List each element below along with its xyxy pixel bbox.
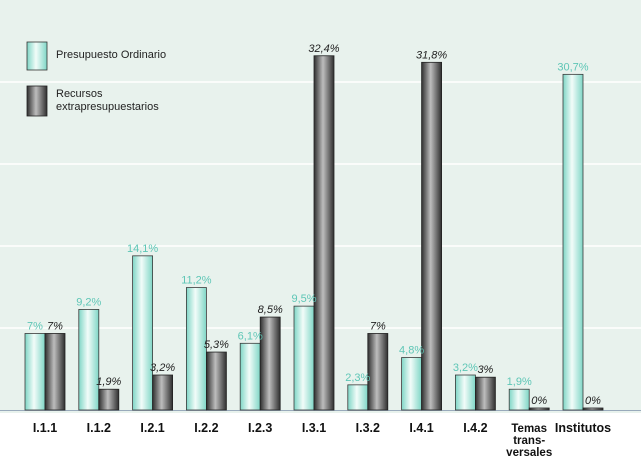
bar-recursos-extrapresupuestarios-11 bbox=[582, 407, 604, 411]
category-label-line: Temas bbox=[511, 423, 547, 435]
legend-label-extrapresupuestarios: extrapresupuestarios bbox=[56, 101, 159, 113]
bar-recursos-extrapresupuestarios-1 bbox=[44, 333, 66, 411]
value-label-presupuesto-ordinario-5: 6,1% bbox=[238, 330, 263, 342]
category-label-6: I.3.1 bbox=[302, 421, 326, 435]
category-label-2: I.1.2 bbox=[87, 421, 111, 435]
value-label-presupuesto-ordinario-8: 4,8% bbox=[399, 345, 424, 357]
value-label-recursos-extrapresupuestarios-4: 5,3% bbox=[204, 339, 229, 351]
value-label-recursos-extrapresupuestarios-11: 0% bbox=[585, 395, 601, 407]
value-label-presupuesto-ordinario-4: 11,2% bbox=[181, 275, 212, 287]
category-label-1: I.1.1 bbox=[33, 421, 57, 435]
category-label-line: Institutos bbox=[555, 421, 611, 435]
value-label-presupuesto-ordinario-9: 3,2% bbox=[453, 362, 478, 374]
legend-label-presupuesto-ordinario: Presupuesto Ordinario bbox=[56, 49, 167, 61]
category-label-line: I.1.1 bbox=[33, 421, 57, 435]
category-label-line: I.4.2 bbox=[463, 421, 487, 435]
value-labels-group: 7% 7% 9,2% 1,9% 14,1% 3,2% 11,2% 5,3% 6,1% 8,5% 9,… bbox=[27, 43, 601, 407]
bar-presupuesto-ordinario-1 bbox=[24, 333, 46, 411]
legend-label-recursos: Recursos bbox=[56, 88, 103, 100]
category-label-line: I.3.2 bbox=[356, 421, 380, 435]
category-label-line: I.1.2 bbox=[87, 421, 111, 435]
value-label-recursos-extrapresupuestarios-5: 8,5% bbox=[258, 304, 283, 316]
category-label-9: I.4.2 bbox=[463, 421, 487, 435]
category-label-10: Temas trans-versales bbox=[506, 423, 552, 459]
bar-recursos-extrapresupuestarios-2 bbox=[98, 388, 120, 411]
bar-presupuesto-ordinario-3 bbox=[132, 255, 154, 411]
value-label-presupuesto-ordinario-10: 1,9% bbox=[507, 376, 532, 388]
bar-presupuesto-ordinario-5 bbox=[239, 342, 261, 411]
bar-recursos-extrapresupuestarios-7 bbox=[367, 333, 389, 411]
bar-presupuesto-ordinario-7 bbox=[347, 384, 369, 411]
category-label-8: I.4.1 bbox=[409, 421, 433, 435]
category-label-7: I.3.2 bbox=[356, 421, 380, 435]
value-label-recursos-extrapresupuestarios-7: 7% bbox=[370, 320, 386, 332]
bar-recursos-extrapresupuestarios-3 bbox=[152, 374, 174, 411]
bar-presupuesto-ordinario-6 bbox=[293, 305, 315, 411]
value-label-recursos-extrapresupuestarios-10: 0% bbox=[531, 395, 547, 407]
value-label-presupuesto-ordinario-1: 7% bbox=[27, 320, 43, 332]
category-labels-group: I.1.1 I.1.2 I.2.1 I.2.2 I.2.3 I.3.1 I.3.2 I.4.1… bbox=[33, 421, 611, 459]
value-label-recursos-extrapresupuestarios-6: 32,4% bbox=[308, 43, 339, 55]
legend-swatch-presupuesto-ordinario bbox=[26, 41, 48, 71]
bar-recursos-extrapresupuestarios-8 bbox=[421, 61, 443, 411]
value-label-recursos-extrapresupuestarios-3: 3,2% bbox=[150, 362, 175, 374]
category-label-line: I.2.2 bbox=[194, 421, 218, 435]
bar-recursos-extrapresupuestarios-4 bbox=[205, 351, 227, 411]
category-label-line: I.2.1 bbox=[140, 421, 164, 435]
value-label-presupuesto-ordinario-2: 9,2% bbox=[76, 296, 101, 308]
bar-presupuesto-ordinario-9 bbox=[454, 374, 476, 411]
category-label-line: I.4.1 bbox=[409, 421, 433, 435]
value-label-recursos-extrapresupuestarios-9: 3% bbox=[477, 364, 493, 376]
bar-presupuesto-ordinario-2 bbox=[78, 309, 100, 411]
bar-recursos-extrapresupuestarios-5 bbox=[259, 316, 281, 411]
category-label-line: I.2.3 bbox=[248, 421, 272, 435]
category-label-4: I.2.2 bbox=[194, 421, 218, 435]
category-label-line: versales bbox=[506, 447, 552, 459]
category-label-3: I.2.1 bbox=[140, 421, 164, 435]
value-label-presupuesto-ordinario-3: 14,1% bbox=[127, 243, 158, 255]
bar-recursos-extrapresupuestarios-9 bbox=[474, 376, 496, 411]
bar-presupuesto-ordinario-4 bbox=[185, 287, 207, 411]
bar-presupuesto-ordinario-8 bbox=[401, 357, 423, 411]
bars-group bbox=[24, 55, 604, 411]
bar-presupuesto-ordinario-11 bbox=[562, 73, 584, 411]
bar-recursos-extrapresupuestarios-6 bbox=[313, 55, 335, 411]
value-label-presupuesto-ordinario-11: 30,7% bbox=[557, 61, 588, 73]
value-label-recursos-extrapresupuestarios-8: 31,8% bbox=[416, 49, 447, 61]
legend-swatch-recursos-extrapresupuestarios bbox=[26, 85, 48, 117]
value-label-recursos-extrapresupuestarios-1: 7% bbox=[47, 320, 63, 332]
category-label-11: Institutos bbox=[555, 421, 611, 435]
bar-recursos-extrapresupuestarios-10 bbox=[528, 407, 550, 411]
value-label-presupuesto-ordinario-6: 9,5% bbox=[291, 293, 316, 305]
category-label-line: I.3.1 bbox=[302, 421, 326, 435]
category-label-line: trans- bbox=[513, 435, 545, 447]
category-label-5: I.2.3 bbox=[248, 421, 272, 435]
value-label-recursos-extrapresupuestarios-2: 1,9% bbox=[96, 376, 121, 388]
value-label-presupuesto-ordinario-7: 2,3% bbox=[345, 372, 370, 384]
bar-presupuesto-ordinario-10 bbox=[508, 388, 530, 411]
